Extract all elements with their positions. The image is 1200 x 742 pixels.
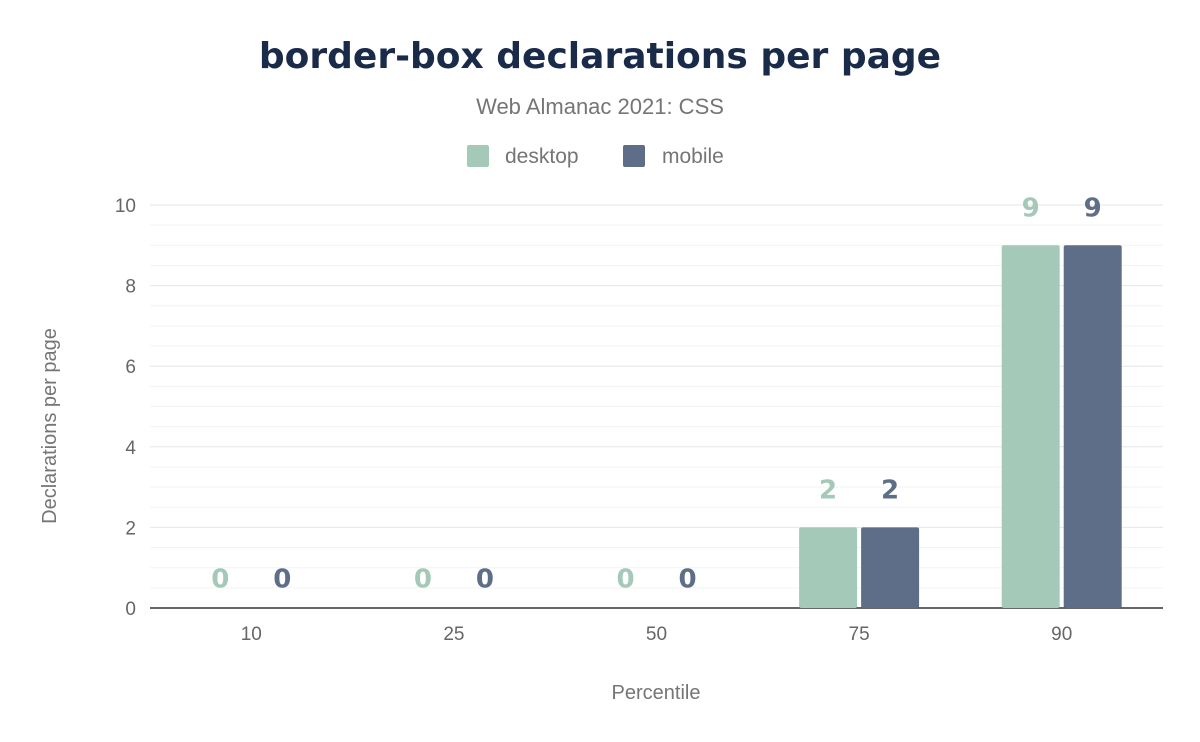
- bar-desktop: [799, 527, 858, 608]
- data-label-mobile: 9: [1084, 193, 1102, 223]
- data-label-desktop: 2: [819, 475, 837, 505]
- chart-subtitle: Web Almanac 2021: CSS: [476, 94, 724, 119]
- y-axis-label: Declarations per page: [39, 328, 61, 524]
- data-label-mobile: 0: [678, 565, 696, 595]
- bar-mobile: [861, 527, 920, 608]
- data-label-desktop: 0: [616, 565, 634, 595]
- legend: desktop mobile: [467, 145, 724, 168]
- data-label-mobile: 2: [881, 475, 899, 505]
- data-label-desktop: 9: [1022, 193, 1040, 223]
- x-tick-label: 90: [1051, 624, 1072, 645]
- x-tick-label: 25: [443, 624, 464, 645]
- y-tick-label: 6: [125, 357, 136, 378]
- data-label-mobile: 0: [476, 565, 494, 595]
- x-tick-label: 75: [849, 624, 870, 645]
- legend-label-mobile: mobile: [662, 145, 724, 168]
- bars: 10 0 0 25 0 0 50 0 0 75 2 2 90 9 9: [211, 193, 1122, 645]
- legend-label-desktop: desktop: [505, 145, 579, 168]
- data-label-desktop: 0: [211, 565, 229, 595]
- data-label-desktop: 0: [414, 565, 432, 595]
- legend-swatch-desktop: [467, 145, 489, 167]
- chart-title: border-box declarations per page: [259, 36, 941, 77]
- legend-swatch-mobile: [623, 145, 645, 167]
- bar-desktop: [1001, 245, 1060, 609]
- y-tick-label: 10: [115, 196, 136, 217]
- y-tick-label: 0: [125, 599, 136, 620]
- x-tick-label: 10: [241, 624, 262, 645]
- x-axis-label: Percentile: [612, 682, 701, 704]
- y-tick-label: 8: [125, 277, 136, 298]
- bar-mobile: [1063, 245, 1122, 609]
- data-label-mobile: 0: [273, 565, 291, 595]
- y-tick-label: 2: [125, 518, 136, 539]
- x-tick-label: 50: [646, 624, 667, 645]
- y-tick-label: 4: [125, 438, 136, 459]
- gridlines: 0 2 4 6 8 10: [115, 196, 1163, 620]
